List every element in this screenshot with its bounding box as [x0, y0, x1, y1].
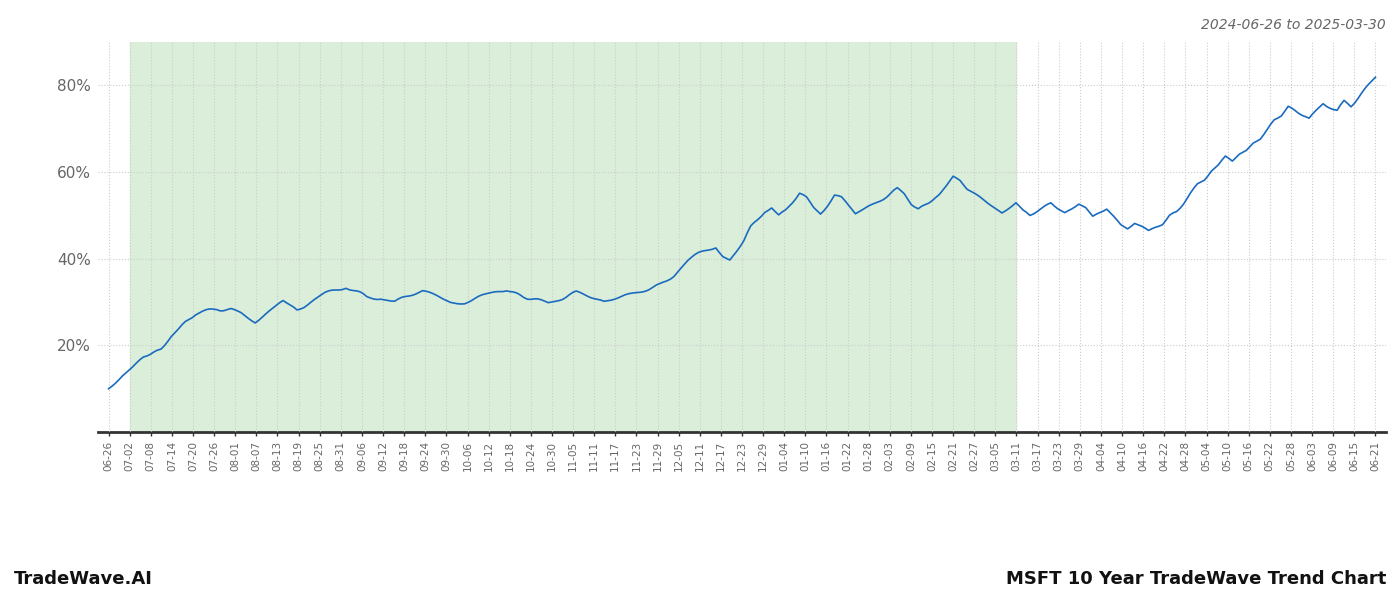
Text: MSFT 10 Year TradeWave Trend Chart: MSFT 10 Year TradeWave Trend Chart [1005, 570, 1386, 588]
Bar [130, 42, 1016, 432]
Text: 2024-06-26 to 2025-03-30: 2024-06-26 to 2025-03-30 [1201, 18, 1386, 32]
Text: TradeWave.AI: TradeWave.AI [14, 570, 153, 588]
